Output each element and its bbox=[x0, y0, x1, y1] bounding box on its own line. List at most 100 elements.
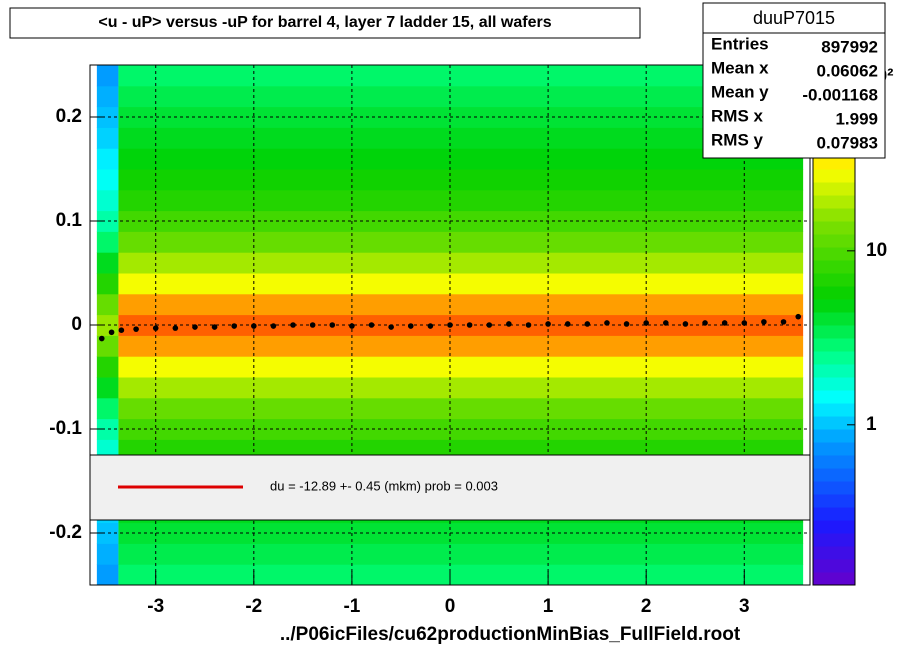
heat-cell bbox=[96, 273, 119, 295]
colorbar-step bbox=[813, 182, 855, 196]
profile-point bbox=[545, 321, 551, 327]
colorbar-step bbox=[813, 234, 855, 248]
title-box bbox=[9, 7, 641, 39]
chart-title: <u - uP> versus -uP for barrel 4, layer … bbox=[98, 14, 551, 31]
profile-point bbox=[231, 323, 237, 329]
heat-cell bbox=[118, 564, 804, 586]
heat-cell bbox=[118, 522, 804, 544]
colorbar-step bbox=[813, 455, 855, 469]
heat-cell bbox=[96, 543, 119, 565]
heat-cell bbox=[118, 252, 804, 274]
profile-point bbox=[152, 325, 159, 331]
heat-cell bbox=[96, 377, 119, 399]
heat-cell bbox=[96, 293, 119, 316]
stats-value: 897992 bbox=[821, 37, 878, 56]
heat-cell bbox=[118, 356, 804, 378]
profile-point bbox=[447, 322, 453, 328]
profile-point bbox=[309, 322, 316, 328]
colorbar-step bbox=[813, 364, 855, 378]
profile-point bbox=[795, 313, 802, 320]
plot-frame bbox=[89, 64, 811, 586]
profile-point bbox=[388, 324, 394, 330]
heat-cell bbox=[96, 148, 119, 170]
heat-cell bbox=[118, 106, 804, 128]
heat-cell bbox=[118, 65, 804, 87]
z-tick-label: 1 bbox=[866, 414, 877, 435]
colorbar-step bbox=[813, 442, 855, 456]
x-tick-label: 0 bbox=[445, 596, 456, 617]
heat-cell bbox=[96, 522, 119, 544]
profile-point bbox=[427, 323, 434, 329]
heat-cell bbox=[118, 293, 804, 316]
stats-value: 1.999 bbox=[835, 109, 878, 128]
colorbar-step bbox=[813, 377, 855, 391]
heat-cell bbox=[118, 377, 804, 399]
profile-point bbox=[133, 326, 139, 332]
x-tick-label: 2 bbox=[641, 596, 652, 617]
heat-cell bbox=[96, 231, 119, 253]
profile-point bbox=[251, 323, 257, 329]
profile-point bbox=[192, 324, 198, 330]
heat-cell bbox=[118, 85, 804, 108]
profile-point bbox=[663, 320, 669, 326]
y-tick-label: -0.2 bbox=[49, 522, 82, 543]
colorbar-step bbox=[813, 533, 855, 547]
x-tick-label: 3 bbox=[739, 596, 750, 617]
colorbar-step bbox=[813, 260, 855, 274]
profile-point bbox=[741, 320, 748, 326]
profile-point bbox=[780, 319, 787, 325]
stats-name: Mean x bbox=[711, 58, 769, 77]
stats-name: RMS x bbox=[711, 106, 764, 125]
colorbar-step bbox=[813, 559, 855, 573]
colorbar-step bbox=[813, 468, 855, 482]
x-tick-label: -1 bbox=[343, 596, 360, 617]
profile-point bbox=[98, 335, 105, 342]
y-tick-label: 0.1 bbox=[56, 210, 83, 231]
x-tick-label: 1 bbox=[543, 596, 554, 617]
heat-cell bbox=[118, 335, 804, 357]
profile-point bbox=[584, 321, 591, 327]
y-tick-label: -0.1 bbox=[49, 418, 82, 439]
colorbar-step bbox=[813, 481, 855, 495]
profile-point bbox=[329, 322, 336, 328]
profile-point bbox=[466, 322, 473, 328]
heat-cell bbox=[96, 356, 119, 378]
profile-point bbox=[702, 320, 708, 326]
colorbar-step bbox=[813, 338, 855, 352]
colorbar-step bbox=[813, 403, 855, 417]
heat-cell bbox=[96, 169, 119, 191]
profile-point bbox=[623, 321, 630, 327]
heat-cell bbox=[118, 543, 804, 565]
colorbar-step bbox=[813, 390, 855, 404]
heat-cell bbox=[96, 210, 119, 232]
stats-name: Mean y bbox=[711, 82, 769, 101]
colorbar-step bbox=[813, 286, 855, 300]
profile-point bbox=[486, 322, 493, 328]
colorbar-step bbox=[813, 507, 855, 521]
profile-point bbox=[211, 324, 218, 330]
colorbar-step bbox=[813, 351, 855, 365]
profile-point bbox=[604, 320, 610, 326]
heat-cell bbox=[118, 127, 804, 149]
profile-point bbox=[525, 322, 532, 328]
stats-name: Entries bbox=[711, 34, 769, 53]
heat-cell bbox=[118, 189, 804, 212]
colorbar-step bbox=[813, 195, 855, 209]
heat-cell bbox=[96, 397, 119, 420]
x-axis-label: ../P06icFiles/cu62productionMinBias_Full… bbox=[280, 624, 741, 645]
legend-text: du = -12.89 +- 0.45 (mkm) prob = 0.003 bbox=[270, 478, 498, 493]
z-tick-label: 10 bbox=[866, 240, 887, 261]
colorbar-step bbox=[813, 169, 855, 183]
profile-point bbox=[108, 329, 115, 336]
heat-cell bbox=[118, 148, 804, 170]
heat-cell bbox=[96, 189, 119, 212]
x-tick-label: -2 bbox=[245, 596, 262, 617]
heat-cell bbox=[96, 418, 119, 440]
colorbar-step bbox=[813, 494, 855, 508]
x-tick-label: -3 bbox=[147, 596, 164, 617]
colorbar-step bbox=[813, 273, 855, 287]
profile-point bbox=[118, 327, 125, 334]
profile-point bbox=[407, 323, 414, 329]
stats-box bbox=[702, 2, 886, 159]
